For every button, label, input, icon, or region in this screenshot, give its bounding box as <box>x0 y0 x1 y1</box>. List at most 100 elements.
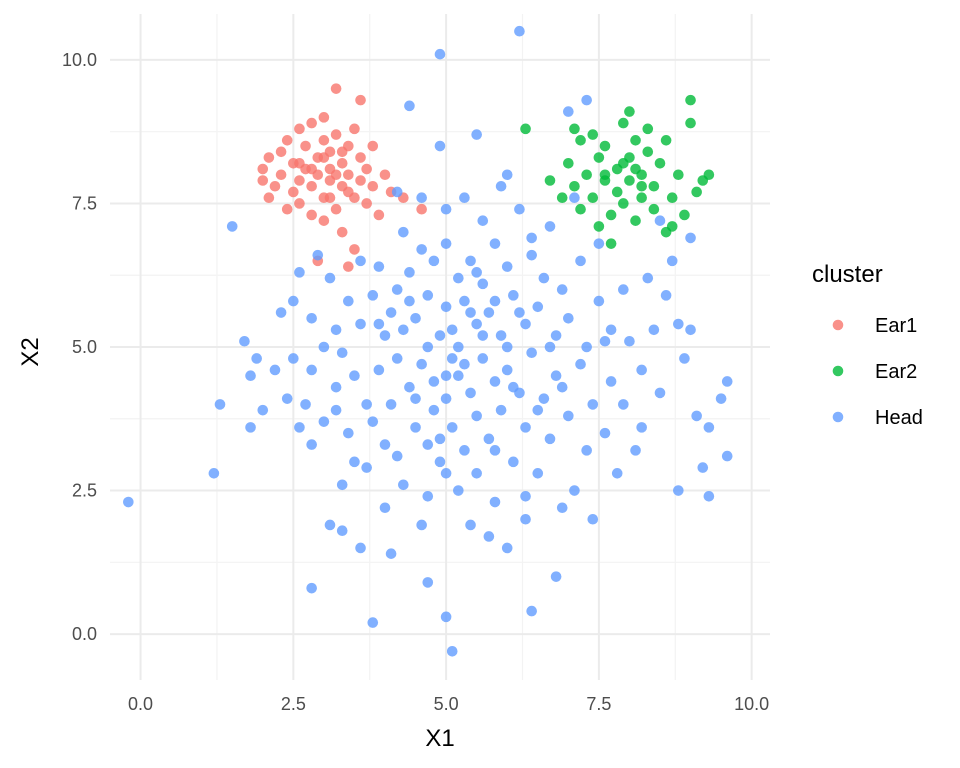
data-point <box>691 186 702 198</box>
data-point <box>618 157 629 169</box>
x-tick-label: 10.0 <box>734 694 769 714</box>
y-tick-label: 10.0 <box>62 50 97 70</box>
data-point <box>642 123 654 135</box>
data-point <box>349 244 360 255</box>
data-point <box>721 376 733 387</box>
data-point <box>459 295 470 307</box>
data-point <box>501 542 513 554</box>
y-tick-label: 0.0 <box>72 624 97 644</box>
data-point <box>611 468 623 479</box>
data-point <box>306 163 317 175</box>
data-point <box>501 364 513 376</box>
data-point <box>434 140 446 152</box>
data-point <box>398 324 409 336</box>
data-point <box>410 393 421 404</box>
data-point <box>471 267 482 278</box>
data-point <box>336 479 348 491</box>
data-point <box>605 209 617 221</box>
data-point <box>263 152 275 163</box>
tick-labels: 0.0 2.5 5.0 7.5 10.0 0.0 2.5 5.0 7.5 10.0 <box>62 50 769 714</box>
legend-title: cluster <box>812 261 883 288</box>
legend-label: Ear2 <box>875 361 917 383</box>
data-point <box>416 519 427 531</box>
data-point <box>630 135 641 146</box>
data-point <box>477 330 489 341</box>
x-tick-label: 7.5 <box>586 694 611 714</box>
data-point <box>453 272 464 284</box>
data-point <box>281 393 293 404</box>
data-point <box>275 146 287 158</box>
data-point <box>648 203 660 215</box>
data-point <box>391 284 403 295</box>
data-point <box>581 94 592 106</box>
data-point <box>398 226 409 238</box>
data-point <box>355 542 366 554</box>
data-point <box>391 450 403 462</box>
data-point <box>477 278 489 290</box>
data-point <box>648 324 660 336</box>
data-point <box>440 301 452 313</box>
data-point <box>453 370 464 382</box>
series-head <box>123 25 733 657</box>
data-point <box>642 272 654 284</box>
data-point <box>434 48 446 60</box>
data-point <box>281 203 293 215</box>
data-point <box>330 203 342 215</box>
data-point <box>349 456 360 468</box>
data-point <box>361 163 372 175</box>
data-point <box>465 307 476 318</box>
data-point <box>379 502 391 514</box>
data-point <box>306 364 317 376</box>
data-point <box>306 180 317 192</box>
data-point <box>569 485 580 496</box>
data-point <box>599 427 611 439</box>
data-point <box>581 169 592 181</box>
data-point <box>300 140 311 152</box>
data-point <box>483 531 495 542</box>
data-point <box>306 117 317 129</box>
data-point <box>379 330 391 341</box>
data-point <box>367 416 379 427</box>
data-point <box>288 186 299 198</box>
data-point <box>703 490 715 502</box>
data-point <box>471 468 482 479</box>
data-point <box>434 456 446 468</box>
grid <box>110 14 770 680</box>
data-point <box>514 25 525 37</box>
data-point <box>489 295 501 307</box>
data-point <box>459 358 470 370</box>
data-point <box>508 381 519 393</box>
data-point <box>697 462 709 473</box>
data-point <box>343 186 354 198</box>
data-point <box>422 577 434 588</box>
data-point <box>312 249 324 261</box>
data-point <box>208 468 220 479</box>
data-point <box>691 410 702 422</box>
data-point <box>666 255 678 267</box>
data-point <box>336 146 348 158</box>
data-point <box>618 284 629 295</box>
data-point <box>581 341 592 353</box>
data-point <box>495 404 507 416</box>
data-point <box>618 399 629 410</box>
data-point <box>508 456 519 468</box>
data-point <box>416 358 427 370</box>
data-point <box>416 203 427 215</box>
data-point <box>446 645 458 657</box>
data-point <box>514 203 525 215</box>
data-point <box>520 123 531 135</box>
data-point <box>495 180 507 192</box>
series-ear2 <box>520 94 715 249</box>
data-point <box>624 106 635 117</box>
data-point <box>349 123 360 135</box>
data-point <box>605 376 617 387</box>
data-point <box>214 399 226 410</box>
data-point <box>685 117 696 129</box>
data-point <box>440 611 452 623</box>
data-point <box>563 157 574 169</box>
data-point <box>257 175 269 186</box>
data-point <box>514 307 525 318</box>
data-point <box>593 152 605 163</box>
data-point <box>654 157 666 169</box>
data-point <box>257 404 269 416</box>
